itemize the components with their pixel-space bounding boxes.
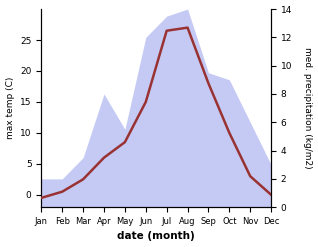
X-axis label: date (month): date (month)	[117, 231, 195, 242]
Y-axis label: med. precipitation (kg/m2): med. precipitation (kg/m2)	[303, 47, 313, 169]
Y-axis label: max temp (C): max temp (C)	[5, 77, 15, 139]
